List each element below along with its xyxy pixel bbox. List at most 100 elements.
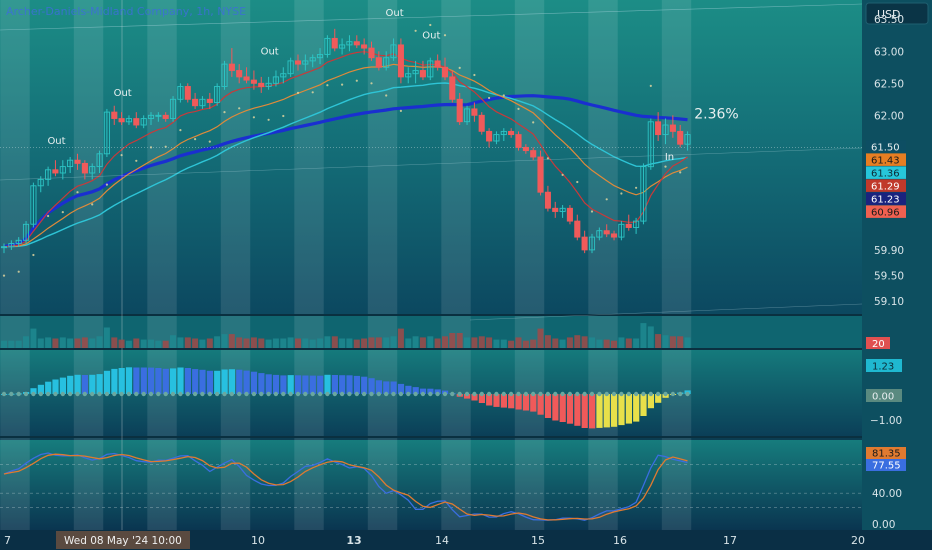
volume-bar [552,338,559,348]
currency-button[interactable]: USD [877,8,901,21]
candle-body [228,63,235,71]
candle-body [419,70,426,78]
crosshair-time-label: Wed 08 May '24 10:00 [64,535,182,547]
oscillator-bar [412,387,419,394]
sar-dot [502,94,505,97]
ma-line-blue [3,94,688,249]
candle-body [361,44,368,49]
candle-body [103,111,110,155]
price-tick-label: 63.00 [874,46,904,58]
oscillator-zero-dot [281,391,286,397]
oscillator-bar [74,374,81,394]
volume-bar [625,338,632,348]
candle-body [677,130,684,145]
oscillator-bar [368,378,375,394]
candle-body [111,111,118,119]
candle-body [662,124,669,136]
price-tick-label: 59.90 [874,245,904,257]
candle-body [250,79,257,84]
volume-bar [184,337,191,348]
volume-bar [45,337,52,348]
sar-dot [326,84,329,87]
oscillator-zero-dot [413,391,418,397]
oscillator-zero-dot [325,391,330,397]
oscillator-zero-dot [244,391,249,397]
sar-dot [296,91,300,94]
volume-bar [96,336,103,348]
candle-body [214,86,221,103]
candle-body [243,76,250,81]
volume-bar [280,338,287,348]
oscillator-zero-dot [178,391,183,397]
sar-dot [517,107,520,110]
candle-body [192,98,199,107]
oscillator-zero-dot [420,391,426,397]
candle-body [162,114,169,119]
volume-bar [250,337,257,348]
oscillator-zero-dot [516,391,521,397]
volume-bar [74,338,81,348]
session-bands [0,0,692,530]
candle-body [375,57,382,68]
volume-bar [353,339,360,348]
candle-body [588,236,596,251]
candle-body [302,60,309,65]
candle-body [368,47,375,59]
oscillator-zero-dot [45,391,51,397]
volume-bar [449,333,456,348]
sar-dot [61,211,64,214]
oscillator-zero-dot [31,391,36,397]
volume-bar [155,340,162,348]
oscillator-bar [353,375,360,394]
oscillator-zero-dot [185,391,190,397]
candle-body [463,108,471,123]
oscillator-bar [589,394,596,429]
oscillator-zero-dot [501,391,506,397]
candle-body [603,230,610,235]
oscillator-zero-dot [222,391,227,397]
candle-body [133,118,140,126]
candle-body [15,239,22,244]
volume-bar [23,336,29,348]
oscillator-bar [419,388,427,394]
candle-body [74,159,81,164]
oscillator-zero-dot [384,391,389,397]
oscillator-zero-dot [295,391,301,397]
volume-bar [530,339,537,348]
oscillator-zero-dot [67,391,73,397]
candle-body [655,121,662,136]
oscillator-zero-dot [575,391,580,397]
volume-bar [103,327,110,348]
oscillator-zero-dot [457,391,462,397]
oscillator-bar [361,376,368,394]
candle-body [559,207,566,212]
sar-dot [443,34,447,37]
candle-body [486,130,493,142]
oscillator-bar [103,370,111,394]
oscillator-zero-dot [60,391,65,397]
sar-dot [105,183,108,186]
sar-dot [135,159,138,162]
oscillator-zero-dot [553,391,558,397]
volume-bar [177,337,184,348]
oscillator-zero-dot [288,391,293,397]
oscillator-zero-dot [406,391,411,397]
price-badge-bg [866,192,906,205]
volume-bar [397,328,404,348]
sar-dot [458,66,461,69]
oscillator-zero-dot [494,391,499,397]
candle-body [412,70,419,75]
oscillator-zero-dot [398,391,404,397]
candle-body [236,70,243,78]
sar-dot [355,79,358,82]
candle-body [596,230,603,238]
candle-body [258,82,265,87]
oscillator-zero-dot [428,391,433,397]
volume-bar [37,338,44,348]
oscillator-zero-dot [229,391,234,397]
stochastic-badge-bg [866,459,906,471]
candle-body [89,166,96,174]
volume-bar [81,337,88,348]
candle-body [184,86,191,100]
